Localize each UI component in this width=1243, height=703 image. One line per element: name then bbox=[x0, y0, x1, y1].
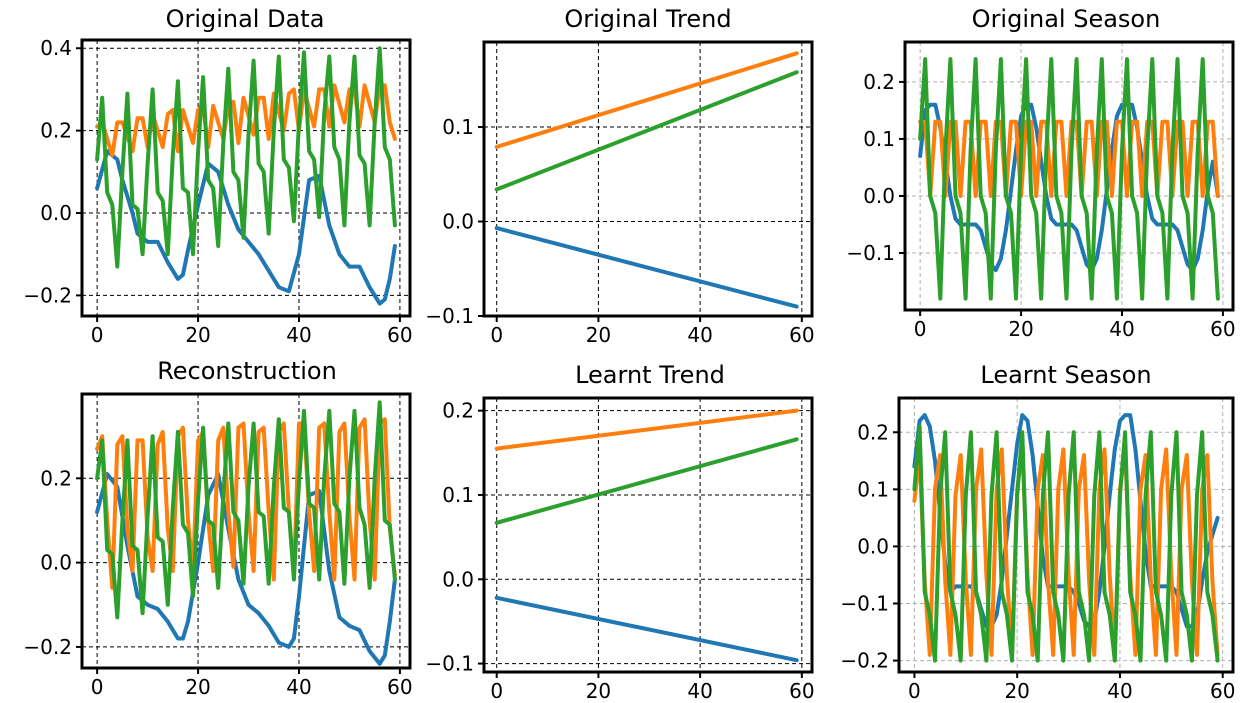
panel-title: Original Trend bbox=[564, 5, 731, 33]
plot-frame bbox=[903, 40, 1235, 312]
panel-title: Original Data bbox=[166, 5, 325, 33]
x-tick-label: 20 bbox=[1008, 317, 1033, 341]
panel-original-data: Original Data 0 20 40 60 −0.2 0.0 0.2 0.4 bbox=[23, 5, 412, 347]
series-line-3 bbox=[912, 424, 1220, 663]
series-line-2 bbox=[494, 51, 799, 149]
panel-original-trend: Original Trend 0 20 40 60 −0.1 0.0 0.1 bbox=[425, 5, 814, 347]
series-line-3 bbox=[918, 57, 1220, 301]
y-tick-label: 0.2 bbox=[857, 420, 889, 444]
x-tick-label: 20 bbox=[586, 679, 611, 703]
y-tick-label: −0.1 bbox=[840, 592, 889, 616]
x-tick-label: 20 bbox=[185, 323, 210, 347]
x-tick-label: 40 bbox=[1107, 679, 1132, 703]
y-tick-label: 0.1 bbox=[863, 127, 895, 151]
x-tick-label: 40 bbox=[687, 323, 712, 347]
y-tick-label: 0.0 bbox=[442, 210, 474, 234]
series-line-1 bbox=[95, 472, 397, 666]
panel-title: Original Season bbox=[972, 5, 1161, 33]
series-line-3 bbox=[494, 70, 799, 192]
y-tick-label: 0.0 bbox=[857, 534, 889, 558]
x-tick-label: 0 bbox=[490, 679, 503, 703]
x-tick-label: 40 bbox=[286, 323, 311, 347]
x-tick-label: 60 bbox=[789, 679, 814, 703]
y-tick-label: 0.2 bbox=[40, 466, 72, 490]
x-tick-label: 40 bbox=[1109, 317, 1134, 341]
y-tick-label: −0.1 bbox=[846, 241, 895, 265]
series-line-3 bbox=[95, 400, 397, 620]
y-tick-label: 0.0 bbox=[40, 551, 72, 575]
x-tick-label: 60 bbox=[1210, 679, 1235, 703]
x-tick-label: 0 bbox=[490, 323, 503, 347]
y-tick-label: −0.2 bbox=[23, 635, 72, 659]
plot-frame bbox=[897, 396, 1235, 674]
panel-reconstruction: Reconstruction 0 20 40 60 −0.2 0.0 0.2 bbox=[23, 357, 412, 699]
y-tick-label: −0.2 bbox=[23, 283, 72, 307]
y-tick-label: 0.1 bbox=[442, 483, 474, 507]
panel-learnt-season: Learnt Season 0 20 40 60 −0.2 −0.1 0.0 0.1 0.2 bbox=[840, 361, 1235, 703]
panel-original-season: Original Season 0 20 40 60 −0.1 0.0 0.1 0.2 bbox=[846, 5, 1235, 341]
series-line-1 bbox=[494, 595, 799, 663]
x-tick-label: 20 bbox=[185, 675, 210, 699]
y-tick-label: −0.1 bbox=[425, 652, 474, 676]
x-tick-label: 60 bbox=[387, 675, 412, 699]
x-tick-label: 0 bbox=[914, 317, 927, 341]
plot-frame bbox=[482, 396, 814, 674]
x-tick-label: 0 bbox=[91, 323, 104, 347]
y-tick-label: 0.2 bbox=[442, 399, 474, 423]
x-tick-label: 60 bbox=[387, 323, 412, 347]
plot-frame bbox=[80, 38, 412, 318]
x-tick-label: 20 bbox=[1004, 679, 1029, 703]
panel-title: Reconstruction bbox=[157, 357, 337, 385]
x-tick-label: 20 bbox=[586, 323, 611, 347]
plot-frame bbox=[80, 392, 412, 670]
series-line-2 bbox=[918, 119, 1220, 198]
y-tick-label: 0.2 bbox=[40, 119, 72, 143]
x-tick-label: 60 bbox=[1210, 317, 1235, 341]
y-tick-label: 0.0 bbox=[863, 184, 895, 208]
series-line-3 bbox=[494, 437, 799, 525]
x-tick-label: 0 bbox=[908, 679, 921, 703]
y-tick-label: 0.4 bbox=[40, 36, 72, 60]
y-tick-label: 0.0 bbox=[40, 201, 72, 225]
x-tick-label: 40 bbox=[687, 679, 712, 703]
y-tick-label: 0.1 bbox=[857, 477, 889, 501]
panel-learnt-trend: Learnt Trend 0 20 40 60 −0.1 0.0 0.1 0.2 bbox=[425, 361, 814, 703]
x-tick-label: 60 bbox=[789, 323, 814, 347]
y-tick-label: −0.1 bbox=[425, 304, 474, 328]
x-tick-label: 0 bbox=[91, 675, 104, 699]
x-tick-label: 40 bbox=[286, 675, 311, 699]
y-tick-label: 0.2 bbox=[863, 70, 895, 94]
y-tick-label: 0.1 bbox=[442, 115, 474, 139]
series-line-1 bbox=[494, 226, 799, 309]
y-tick-label: −0.2 bbox=[840, 649, 889, 673]
panel-title: Learnt Season bbox=[980, 361, 1151, 389]
y-tick-label: 0.0 bbox=[442, 567, 474, 591]
plot-frame bbox=[482, 40, 814, 318]
panel-title: Learnt Trend bbox=[575, 361, 725, 389]
series-line-3 bbox=[95, 46, 397, 269]
series-line-2 bbox=[494, 408, 799, 451]
